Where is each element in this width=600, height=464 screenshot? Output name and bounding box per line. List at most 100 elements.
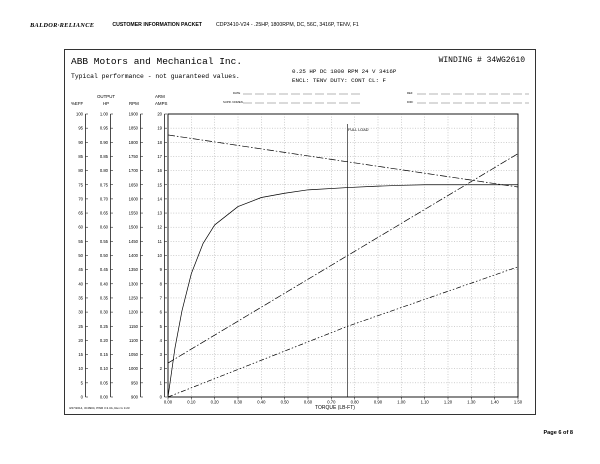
amps-tick-label: 6 [160, 310, 163, 315]
amps-tick-label: 11 [158, 239, 163, 244]
x-tick-label: 1.40 [491, 400, 500, 405]
output-hp-tick-label: 0.45 [100, 267, 109, 272]
amps-tick-label: 14 [157, 196, 162, 201]
rpm-header: RPM [129, 101, 139, 106]
amps-tick-label: 0 [160, 395, 163, 400]
output-hp-tick-label: 0.65 [100, 211, 109, 216]
rpm-tick-label: 1150 [129, 324, 139, 329]
output-hp-tick-label: 0.95 [100, 126, 109, 131]
pct-eff-tick-label: 0 [81, 395, 84, 400]
field-label-diff: DIFF [407, 100, 414, 104]
pct-eff-tick-label: 5 [81, 380, 84, 385]
spec-line-2: ENCL: TENV DUTY: CONT CL: F [292, 77, 386, 84]
amps-tick-label: 9 [160, 267, 163, 272]
document-header: BALDOR·RELIANCE CUSTOMER INFORMATION PAC… [30, 20, 359, 30]
efficiency-curve [167, 184, 518, 398]
rpm-tick-label: 1100 [129, 338, 139, 343]
current-curve [167, 153, 519, 364]
amps-tick-label: 4 [160, 338, 163, 343]
output-curve [167, 266, 519, 398]
pct-eff-tick-label: 50 [78, 253, 83, 258]
y-axis-ticks: 1009590858075706560555045403530252015105… [76, 112, 167, 400]
pct-eff-header: %EFF [71, 101, 84, 106]
x-tick-label: 1.50 [514, 400, 523, 405]
pct-eff-tick-label: 30 [78, 310, 83, 315]
pct-eff-tick-label: 20 [78, 338, 83, 343]
pct-eff-tick-label: 70 [78, 196, 83, 201]
pct-eff-tick-label: 40 [78, 281, 83, 286]
pct-eff-tick-label: 90 [78, 140, 83, 145]
rpm-tick-label: 950 [131, 380, 139, 385]
output-hp-header-2: HP [103, 101, 109, 106]
rpm-tick-label: 1000 [129, 366, 139, 371]
amps-tick-label: 18 [157, 140, 162, 145]
x-tick-label: 1.30 [467, 400, 476, 405]
amps-tick-label: 17 [157, 154, 162, 159]
output-hp-tick-label: 0.55 [100, 239, 109, 244]
rpm-tick-label: 1600 [129, 196, 139, 201]
rpm-tick-label: 1700 [129, 168, 139, 173]
x-tick-label: 0.60 [304, 400, 313, 405]
amps-tick-label: 3 [160, 352, 163, 357]
x-axis-label: TORQUE (LB-FT) [315, 405, 355, 411]
rpm-tick-label: 1800 [129, 140, 139, 145]
x-tick-label: 0.20 [211, 400, 220, 405]
output-hp-tick-label: 0.30 [100, 310, 109, 315]
rpm-tick-label: 1550 [129, 211, 139, 216]
pct-eff-tick-label: 80 [78, 168, 83, 173]
axis-headers: %EFF OUTPUT HP RPM ARM AMPS [71, 94, 168, 106]
brand-logo: BALDOR·RELIANCE [30, 21, 95, 29]
x-tick-label: 0.80 [351, 400, 360, 405]
output-hp-tick-label: 0.50 [100, 253, 109, 258]
rpm-tick-label: 1650 [129, 182, 139, 187]
output-hp-tick-label: 0.15 [100, 352, 109, 357]
pct-eff-tick-label: 45 [78, 267, 83, 272]
rpm-tick-label: 1850 [129, 126, 139, 131]
output-hp-tick-label: 0.75 [100, 182, 109, 187]
page-number: Page 6 of 8 [543, 430, 573, 436]
performance-sheet: ABB Motors and Mechanical Inc. WINDING #… [64, 49, 536, 415]
blank-fields: DATE SUPR. NOMEN. REF DIFF [223, 91, 529, 104]
spec-line-1: 0.25 HP DC 1800 RPM 24 V 3416P [292, 68, 397, 75]
amps-tick-label: 5 [160, 324, 163, 329]
x-tick-label: 1.20 [444, 400, 453, 405]
rpm-tick-label: 1200 [129, 310, 139, 315]
amps-tick-label: 15 [157, 182, 162, 187]
amps-tick-label: 7 [160, 295, 163, 300]
output-hp-tick-label: 0.60 [100, 225, 109, 230]
product-description: CDP3410-V24 - .25HP, 1800RPM, DC, 56C, 3… [215, 22, 359, 28]
pct-eff-tick-label: 75 [78, 182, 83, 187]
footer-note: 3/27/2014, 3C0904, PWR 3.3.3A, Rev G 3.2… [69, 406, 130, 410]
pct-eff-tick-label: 95 [78, 126, 83, 131]
output-hp-tick-label: 0.70 [100, 196, 109, 201]
rpm-tick-label: 1900 [129, 112, 139, 117]
x-tick-label: 0.90 [374, 400, 383, 405]
x-tick-label: 0.40 [257, 400, 266, 405]
x-tick-label: 0.10 [187, 400, 196, 405]
output-hp-tick-label: 0.20 [100, 338, 109, 343]
amps-tick-label: 13 [157, 211, 162, 216]
output-hp-tick-label: 0.40 [100, 281, 109, 286]
disclaimer: Typical performance - not guaranteed val… [71, 73, 240, 80]
arm-amps-header-2: AMPS [155, 101, 168, 106]
x-tick-label: 1.00 [397, 400, 406, 405]
pct-eff-tick-label: 60 [78, 225, 83, 230]
rpm-tick-label: 1500 [129, 225, 139, 230]
output-hp-tick-label: 0.05 [100, 380, 109, 385]
arm-amps-header-1: ARM [155, 94, 165, 99]
output-hp-header-1: OUTPUT [97, 94, 115, 99]
performance-chart: DATE SUPR. NOMEN. REF DIFF %EFF OUTPUT H… [69, 91, 529, 411]
pct-eff-tick-label: 35 [78, 295, 83, 300]
amps-tick-label: 16 [157, 168, 162, 173]
output-hp-tick-label: 0.25 [100, 324, 109, 329]
rpm-tick-label: 900 [131, 395, 139, 400]
x-tick-label: 0.70 [327, 400, 336, 405]
field-label-supr: SUPR. NOMEN. [223, 100, 244, 104]
amps-tick-label: 8 [160, 281, 163, 286]
output-hp-tick-label: 0.90 [100, 140, 109, 145]
rpm-tick-label: 1350 [129, 267, 139, 272]
pct-eff-tick-label: 15 [78, 352, 83, 357]
rpm-tick-label: 1250 [129, 295, 139, 300]
field-label-ref: REF [407, 91, 413, 95]
company-name: ABB Motors and Mechanical Inc. [71, 56, 243, 67]
